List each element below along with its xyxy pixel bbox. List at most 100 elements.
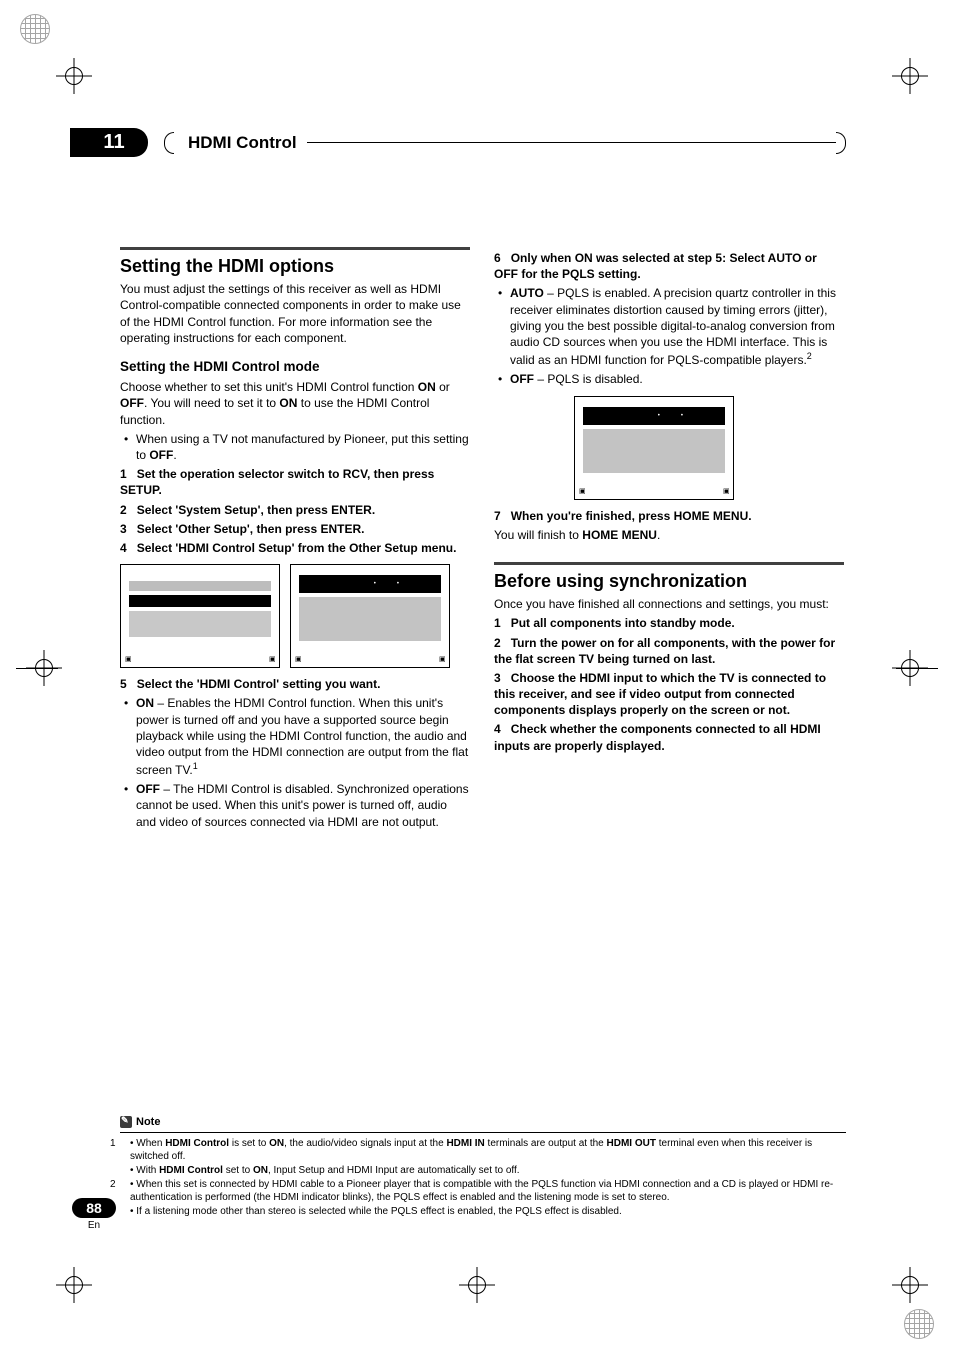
paren-right-icon [836, 132, 846, 154]
bold: OFF [149, 448, 173, 462]
bullet-item: When using a TV not manufactured by Pion… [136, 431, 470, 463]
section-heading: Before using synchronization [494, 569, 844, 593]
print-regmark [892, 58, 928, 94]
footnote-item: 1• When HDMI Control is set to ON, the a… [120, 1137, 846, 1163]
footnote-text: • When this set is connected by HDMI cab… [130, 1179, 833, 1203]
step-number: 2 [494, 636, 501, 650]
corner-icon: ▣ [125, 657, 131, 663]
step-title: Select 'HDMI Control Setup' from the Oth… [137, 541, 457, 555]
bold: OFF [120, 396, 144, 410]
footnotes: Note 1• When HDMI Control is set to ON, … [120, 1115, 846, 1219]
footnote-number: 2 [120, 1178, 130, 1191]
step-title: Turn the power on for all components, wi… [494, 636, 835, 666]
step-title: Set the operation selector switch to RCV… [120, 467, 434, 497]
step: 5 Select the 'HDMI Control' setting you … [120, 676, 470, 692]
footnote-number: 1 [120, 1137, 130, 1150]
step-number: 1 [120, 467, 127, 481]
subheading: Setting the HDMI Control mode [120, 358, 470, 376]
footnote-text: • If a listening mode other than stereo … [130, 1206, 622, 1217]
body-text: Choose whether to set this unit's HDMI C… [120, 379, 470, 428]
step: 4 Select 'HDMI Control Setup' from the O… [120, 540, 470, 556]
section-heading: Setting the HDMI options [120, 254, 470, 278]
print-regmark [459, 1267, 495, 1303]
note-icon [120, 1116, 132, 1128]
corner-icon: ▣ [439, 657, 445, 663]
bold: AUTO [510, 286, 544, 300]
corner-icon: ▣ [579, 489, 585, 495]
text: Choose whether to set this unit's HDMI C… [120, 380, 418, 394]
step-title: Choose the HDMI input to which the TV is… [494, 671, 826, 717]
text: You will finish to [494, 528, 582, 542]
osd-screenshot: • • ▣ ▣ [290, 564, 450, 668]
bullet-item: OFF – The HDMI Control is disabled. Sync… [136, 781, 470, 830]
step-number: 5 [120, 677, 127, 691]
step-number: 3 [120, 522, 127, 536]
step-number: 1 [494, 616, 501, 630]
step-number: 7 [494, 509, 501, 523]
bold: ON [279, 396, 297, 410]
step: 3 Choose the HDMI input to which the TV … [494, 670, 844, 719]
right-column: 6 Only when ON was selected at step 5: S… [494, 247, 844, 833]
footnote-item: 2• When this set is connected by HDMI ca… [120, 1178, 846, 1204]
step: 4 Check whether the components connected… [494, 721, 844, 753]
dots-icon: • • [658, 412, 687, 420]
paren-left-icon [164, 132, 174, 154]
page-number: 88 [72, 1198, 116, 1218]
footnote-ref: 2 [807, 351, 812, 361]
text: . You will need to set it to [144, 396, 279, 410]
note-label-text: Note [136, 1115, 160, 1129]
text: When using a TV not manufactured by Pion… [136, 432, 469, 462]
bold: HOME MENU [582, 528, 657, 542]
body-text: You will finish to HOME MENU. [494, 527, 844, 543]
bullet-item: AUTO – PQLS is enabled. A precision quar… [510, 285, 844, 368]
footnote-item: • If a listening mode other than stereo … [120, 1205, 846, 1218]
corner-icon: ▣ [723, 489, 729, 495]
print-bar [896, 668, 938, 669]
step: 6 Only when ON was selected at step 5: S… [494, 250, 844, 282]
osd-screenshot-row: ▣ ▣ • • ▣ ▣ [120, 564, 470, 668]
osd-screenshot: • • ▣ ▣ [574, 396, 734, 500]
step-title: Only when ON was selected at step 5: Sel… [494, 251, 817, 281]
step: 3 Select 'Other Setup', then press ENTER… [120, 521, 470, 537]
chapter-number-badge: 11 [70, 128, 148, 157]
page-content: 1 1 HDMI Control Setting the HDMI options… [120, 128, 846, 833]
print-bar [16, 668, 58, 669]
step-number: 6 [494, 251, 501, 265]
step-number: 4 [494, 722, 501, 736]
text: or [436, 380, 450, 394]
note-label: Note [120, 1115, 160, 1129]
body-text: Once you have finished all connections a… [494, 596, 844, 612]
bullet-item: ON – Enables the HDMI Control function. … [136, 695, 470, 778]
step-title: Put all components into standby mode. [511, 616, 735, 630]
step: 2 Select 'System Setup', then press ENTE… [120, 502, 470, 518]
print-regmark [56, 58, 92, 94]
text: – The HDMI Control is disabled. Synchron… [136, 782, 469, 828]
body-text: You must adjust the settings of this rec… [120, 281, 470, 346]
chapter-title-line: HDMI Control [158, 131, 846, 155]
text: – PQLS is disabled. [534, 372, 643, 386]
chapter-title: HDMI Control [178, 131, 307, 155]
print-globe-icon [20, 14, 50, 44]
bold: ON [418, 380, 436, 394]
print-globe-icon [904, 1309, 934, 1339]
section-rule [494, 562, 844, 565]
chapter-header: 11 HDMI Control [70, 128, 846, 157]
step-title: Select 'System Setup', then press ENTER. [137, 503, 375, 517]
step-title: Select the 'HDMI Control' setting you wa… [137, 677, 381, 691]
footnote-item: • With HDMI Control set to ON, Input Set… [120, 1164, 846, 1177]
corner-icon: ▣ [295, 657, 301, 663]
step-number: 4 [120, 541, 127, 555]
step-title: When you're finished, press HOME MENU. [511, 509, 752, 523]
text: – Enables the HDMI Control function. Whe… [136, 696, 468, 777]
corner-icon: ▣ [269, 657, 275, 663]
step-title: Check whether the components connected t… [494, 722, 821, 752]
bullet-item: OFF – PQLS is disabled. [510, 371, 844, 387]
bold: ON [136, 696, 154, 710]
footnote-rule [120, 1132, 846, 1133]
print-regmark [892, 1267, 928, 1303]
step-number: 3 [494, 671, 501, 685]
bold: OFF [510, 372, 534, 386]
footnote-ref: 1 [193, 761, 198, 771]
dots-icon: • • [374, 580, 403, 588]
text: . [657, 528, 660, 542]
